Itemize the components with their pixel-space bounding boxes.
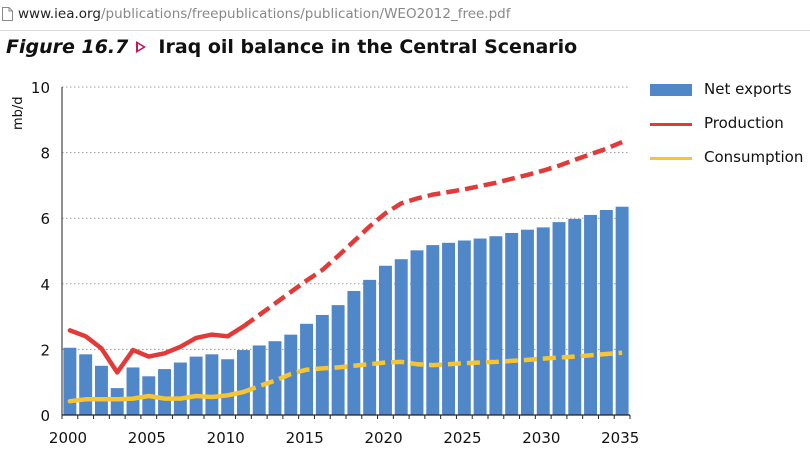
bar-net-exports-2022	[410, 250, 424, 415]
bar-net-exports-2013	[268, 341, 282, 415]
bar-net-exports-2016	[315, 314, 329, 415]
legend-swatch-consumption	[650, 157, 692, 160]
bar-net-exports-2020	[378, 265, 392, 415]
x-tick-label-2015: 2015	[286, 429, 324, 447]
bar-net-exports-2031	[552, 222, 566, 415]
url-text[interactable]: www.iea.org/publications/freepublication…	[18, 6, 511, 22]
bar-net-exports-2034	[599, 210, 613, 415]
triangle-arrow-icon	[136, 41, 147, 53]
y-tick-label-0: 0	[40, 407, 50, 425]
bar-net-exports-2006	[158, 369, 172, 415]
y-tick-label-4: 4	[40, 276, 50, 294]
x-tick-label-2020: 2020	[364, 429, 402, 447]
bar-net-exports-2027	[489, 236, 503, 415]
bar-net-exports-2033	[584, 214, 598, 415]
bar-net-exports-2019	[363, 279, 377, 415]
bar-net-exports-2021	[394, 259, 408, 415]
legend-swatch-production	[650, 123, 692, 126]
bar-net-exports-2023	[426, 245, 440, 415]
bar-net-exports-2026	[473, 238, 487, 415]
legend-label-consumption: Consumption	[704, 148, 804, 166]
bar-net-exports-2011	[236, 350, 250, 415]
x-tick-label-2025: 2025	[443, 429, 481, 447]
bar-net-exports-2002	[94, 365, 108, 415]
page-icon	[2, 7, 13, 21]
y-tick-label-10: 10	[31, 79, 50, 97]
bar-net-exports-2008	[189, 356, 203, 415]
y-tick-label-2: 2	[40, 341, 50, 359]
x-tick-label-2035: 2035	[601, 429, 639, 447]
x-tick-label-2010: 2010	[207, 429, 245, 447]
bar-net-exports-2030	[536, 227, 550, 415]
bar-net-exports-2024	[442, 242, 456, 415]
line-consumption-historical	[67, 389, 246, 404]
figure-heading: Figure 16.7 Iraq oil balance in the Centr…	[6, 36, 577, 58]
line-consumption-projection	[242, 350, 623, 395]
bar-net-exports-2001	[79, 354, 93, 415]
url-host: www.iea.org	[18, 6, 101, 22]
x-tick-label-2000: 2000	[49, 429, 87, 447]
bar-net-exports-2004	[126, 367, 140, 415]
bar-net-exports-2010	[221, 359, 235, 415]
bar-net-exports-2029	[520, 229, 534, 415]
url-path: /publications/freepublications/publicati…	[100, 6, 511, 22]
x-tick-label-2030: 2030	[522, 429, 560, 447]
figure-title: Iraq oil balance in the Central Scenario	[158, 36, 578, 58]
legend-label-production: Production	[704, 114, 784, 132]
bar-net-exports-2035	[615, 206, 629, 415]
y-tick-label-6: 6	[40, 210, 50, 228]
figure-label: Figure 16.7	[6, 36, 129, 58]
bar-net-exports-2000	[63, 347, 77, 415]
bar-net-exports-2009	[205, 354, 219, 415]
x-tick-label-2005: 2005	[128, 429, 166, 447]
address-bar[interactable]: www.iea.org/publications/freepublication…	[0, 0, 810, 31]
bar-net-exports-2007	[173, 362, 187, 415]
bar-net-exports-2028	[505, 232, 519, 415]
bar-net-exports-2025	[457, 240, 471, 415]
bar-net-exports-2017	[331, 305, 345, 415]
y-tick-label-8: 8	[40, 145, 50, 163]
line-production-projection	[242, 140, 623, 329]
y-axis-label: mb/d	[11, 96, 26, 130]
line-production-historical	[67, 324, 246, 375]
legend-label-net-exports: Net exports	[704, 80, 792, 98]
bar-net-exports-2012	[252, 345, 266, 415]
bar-net-exports-2032	[568, 218, 582, 415]
legend-swatch-net-exports	[650, 84, 692, 96]
bar-net-exports-2003	[110, 388, 124, 415]
bar-net-exports-2018	[347, 291, 361, 415]
